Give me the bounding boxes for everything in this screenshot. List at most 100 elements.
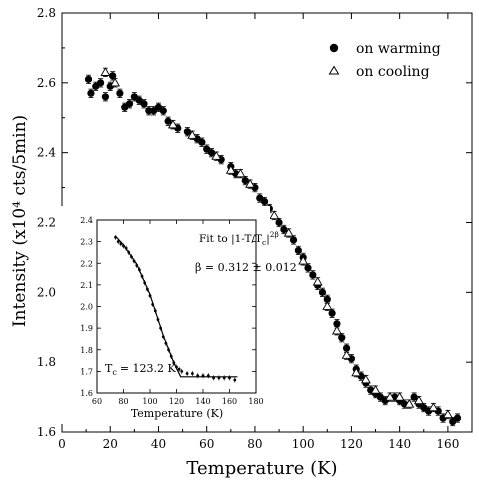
inset-point [151,302,155,306]
warming-point [207,149,216,157]
inset-beta-annotation: β = 0.312 ± 0.012 [195,261,297,274]
cooling-point [235,168,246,178]
inset-x-tick-label: 160 [222,397,237,406]
inset-point [228,376,231,380]
main-x-tick-label: 40 [151,437,166,451]
main-x-axis-title: Temperature (K) [186,458,337,479]
warming-point [198,138,206,146]
inset-point [217,376,221,380]
inset-point [196,374,200,378]
inset-tc-prefix: T [105,362,113,375]
inset-point [143,281,147,285]
inset-point [201,374,205,378]
warming-point [453,414,462,422]
warming-point [280,225,288,234]
warming-point [333,320,341,328]
cooling-point [245,178,256,188]
main-x-tick-label: 80 [247,437,262,451]
inset-point [172,361,176,365]
inset-y-tick-label: 1.8 [80,346,93,355]
legend: on warming on cooling [328,41,441,80]
inset-y-tick-label: 1.7 [80,367,93,376]
inset-point [148,294,152,298]
inset-fit-sub: c [262,238,266,247]
legend-label-cooling: on cooling [356,64,430,80]
main-x-tick-label: 140 [388,437,411,451]
warming-point [87,89,95,97]
inset-point [119,242,123,246]
main-y-tick-label: 2.0 [37,285,56,299]
warming-point [342,344,351,352]
inset-y-tick-label: 2.1 [80,281,93,290]
inset-point [132,259,136,263]
inset-fit-text: Fit to |1-T/T [199,233,262,246]
inset-x-axis-title: Temperature (K) [131,407,223,420]
inset-frame-background [60,206,270,424]
main-points [84,67,462,426]
inset-point [177,367,181,371]
warming-point [294,246,302,255]
inset-x-tick-label: 140 [195,397,210,406]
cooling-point [269,210,280,220]
warming-point [116,89,124,97]
main-ticks: 0 20 40 60 80 100 120 140 160 1.6 1.8 2.0 2.2 2.4 2.6 2… [37,6,472,451]
cooling-point [385,391,395,401]
inset-point [169,354,173,358]
inset-point [130,255,133,259]
warming-point [338,334,346,342]
main-x-tick-label: 20 [103,437,118,451]
legend-label-warming: on warming [356,41,441,57]
cooling-point [211,151,222,160]
inset-tc-sub: c [112,368,117,377]
main-y-tick-label: 2.4 [37,146,56,160]
cooling-point [298,255,309,265]
inset-point [140,274,144,278]
main-y-tick-label: 2.6 [37,76,56,90]
warming-point [304,264,312,272]
inset-y-tick-label: 1.9 [80,324,93,333]
cooling-point [100,67,111,76]
main-x-tick-label: 160 [436,437,459,451]
inset-x-tick-label: 60 [92,397,102,406]
warming-point [309,271,317,279]
inset-tc-annotation: Tc = 123.2 K [105,362,177,377]
inset-point [167,348,170,352]
inset-point [138,268,141,272]
warming-point [125,100,134,108]
main-y-tick-label: 2.2 [37,216,56,230]
warming-point [260,197,269,206]
main-x-tick-label: 60 [199,437,214,451]
main-x-tick-label: 120 [340,437,363,451]
cooling-point [283,227,294,237]
main-y-tick-label: 1.8 [37,355,56,369]
inset-fit-sup: 2β [270,230,279,239]
inset-y-tick-label: 2.2 [80,259,93,268]
inset-point [116,240,120,244]
cooling-point [225,165,236,174]
warming-point [101,93,110,101]
cooling-point [404,398,415,408]
warming-point [289,236,298,244]
inset-point [212,376,216,380]
inset-y-tick-label: 1.6 [80,389,93,398]
cooling-point [341,350,352,359]
inset-point [159,326,163,330]
inset-point [233,378,237,382]
inset-point [222,376,226,380]
inset-point [156,318,160,321]
cooling-point [322,301,333,310]
inset-point [185,372,189,375]
inset-point [164,341,168,345]
inset-tc-value: = 123.2 K [120,362,177,375]
inset-y-tick-label: 2.4 [80,216,93,225]
inset-point [191,372,194,375]
main-x-tick-label: 0 [58,437,66,451]
inset-y-tick-label: 2.0 [80,303,93,312]
inset-x-tick-label: 180 [248,397,263,406]
inset-point [180,369,184,373]
cooling-point [394,391,405,401]
inset-point [127,251,131,254]
inset-point [124,246,128,250]
cooling-point [360,374,371,384]
